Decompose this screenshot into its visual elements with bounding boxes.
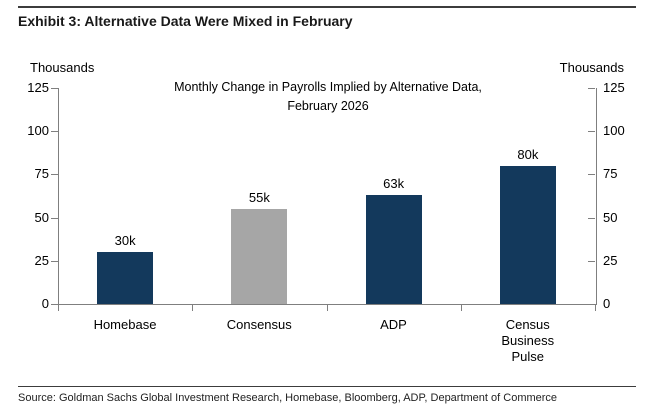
top-rule bbox=[18, 6, 636, 8]
bar-adp bbox=[365, 195, 422, 304]
y-tick-mark-left bbox=[51, 217, 58, 219]
y-tick-mark-right bbox=[588, 260, 595, 262]
x-category-label-consensus: Consensus bbox=[226, 317, 292, 332]
bar-value-label: 63k bbox=[383, 176, 405, 192]
x-tick-mark bbox=[460, 305, 462, 311]
y-tick-label-left: 0 bbox=[41, 296, 49, 311]
y-tick-mark-right bbox=[588, 131, 595, 133]
y-tick-label-left: 125 bbox=[27, 80, 49, 95]
y-tick-mark-left bbox=[51, 88, 58, 89]
y-tick-label-left: 100 bbox=[27, 123, 49, 139]
y-axis-unit-right: Thousands bbox=[559, 60, 624, 75]
bar-value-label: 80k bbox=[517, 146, 539, 162]
x-category-label-adp: ADP bbox=[380, 317, 407, 332]
bar-consensus bbox=[231, 208, 288, 304]
x-category-label-homebase: Homebase bbox=[93, 317, 157, 332]
x-tick-mark bbox=[595, 305, 596, 311]
y-tick-label-right: 125 bbox=[603, 80, 625, 95]
y-tick-label-right: 50 bbox=[603, 209, 618, 225]
y-tick-label-right: 25 bbox=[603, 252, 618, 268]
y-tick-mark-left bbox=[51, 131, 58, 133]
y-tick-mark-left bbox=[51, 174, 58, 176]
y-tick-label-left: 50 bbox=[34, 209, 49, 225]
bar-census-business-pulse bbox=[499, 165, 556, 304]
chart-title-line1: Monthly Change in Payrolls Implied by Al… bbox=[174, 80, 482, 94]
x-category-label-census-business-pulse: Census Business Pulse bbox=[501, 317, 555, 364]
y-tick-label-right: 75 bbox=[603, 166, 618, 182]
bar-value-label: 30k bbox=[114, 233, 136, 249]
x-tick-mark bbox=[58, 305, 59, 311]
y-axis-unit-left: Thousands bbox=[30, 60, 95, 75]
x-tick-mark bbox=[326, 305, 328, 311]
bar-homebase bbox=[97, 252, 154, 304]
chart-title: Monthly Change in Payrolls Implied by Al… bbox=[126, 78, 530, 116]
y-tick-mark-right bbox=[588, 174, 595, 176]
plot-area bbox=[58, 88, 597, 305]
y-tick-mark-right bbox=[588, 88, 595, 89]
exhibit-title: Exhibit 3: Alternative Data Were Mixed i… bbox=[18, 13, 353, 29]
source-note: Source: Goldman Sachs Global Investment … bbox=[18, 392, 558, 404]
y-tick-label-right: 100 bbox=[603, 123, 625, 139]
chart-title-line2: February 2026 bbox=[287, 99, 369, 113]
y-tick-mark-right bbox=[588, 304, 595, 305]
x-tick-mark bbox=[192, 305, 194, 311]
y-tick-label-left: 25 bbox=[34, 252, 49, 268]
y-tick-mark-left bbox=[51, 304, 58, 305]
y-tick-mark-left bbox=[51, 260, 58, 262]
y-tick-label-right: 0 bbox=[603, 296, 611, 311]
y-tick-label-left: 75 bbox=[34, 166, 49, 182]
y-tick-mark-right bbox=[588, 217, 595, 219]
bottom-rule bbox=[18, 386, 636, 387]
bar-value-label: 55k bbox=[248, 189, 270, 205]
